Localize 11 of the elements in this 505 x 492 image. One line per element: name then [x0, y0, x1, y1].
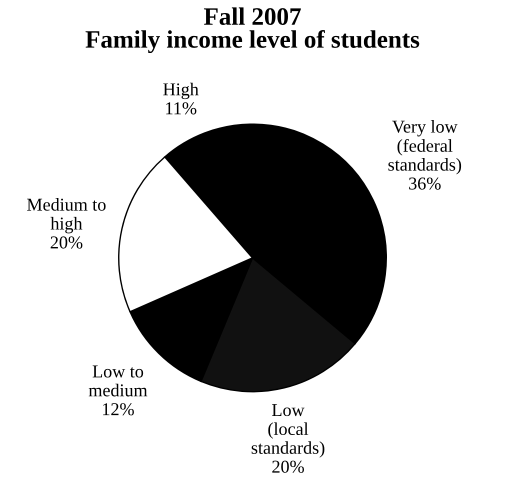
slice-label: Very low (federal standards)	[388, 120, 462, 174]
chart-title: Fall 2007 Family income level of students	[86, 7, 420, 54]
slice-label: Low to medium	[88, 366, 148, 396]
data-label: 11%	[166, 102, 196, 114]
data-label: 20%	[50, 236, 82, 249]
slice-label: High	[163, 82, 199, 100]
slice-label: Low (local standards)	[252, 404, 324, 458]
data-label: 20%	[272, 460, 304, 473]
data-label: 36%	[409, 177, 441, 190]
data-label: 12%	[103, 403, 134, 416]
slice-label: Medium to high	[27, 198, 106, 234]
